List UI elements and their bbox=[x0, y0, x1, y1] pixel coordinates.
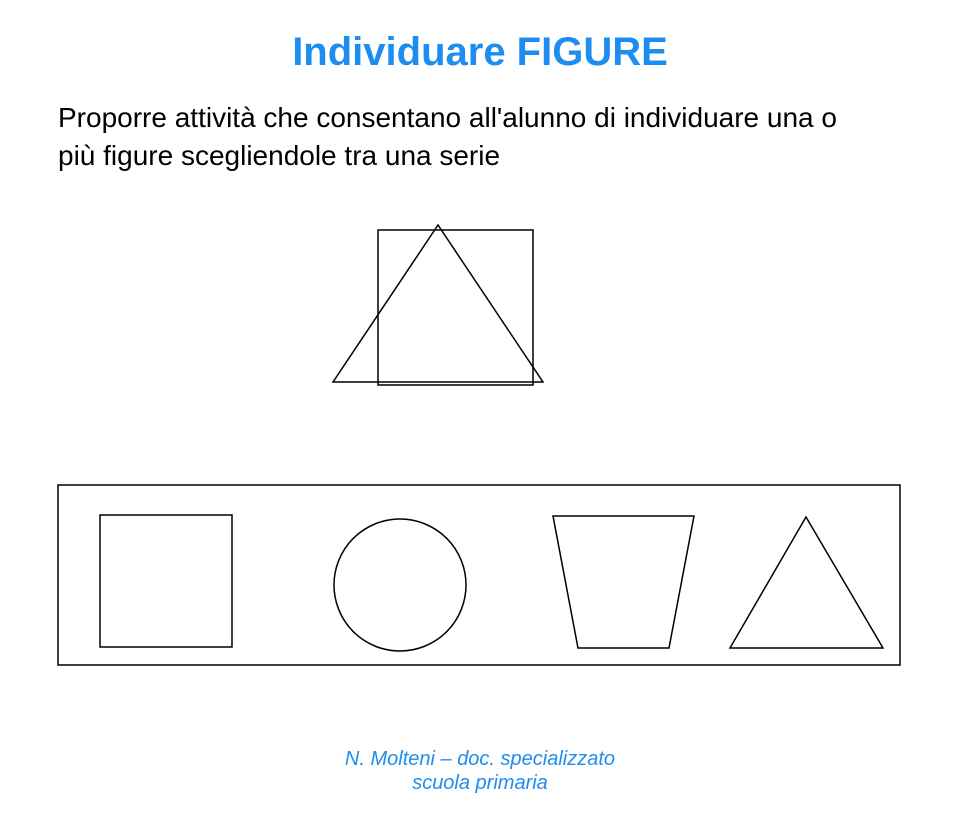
example-square bbox=[378, 230, 533, 385]
series-trapezoid bbox=[553, 516, 694, 648]
example-triangle bbox=[333, 225, 543, 382]
series-triangle bbox=[730, 517, 883, 648]
series-circle bbox=[334, 519, 466, 651]
figures-svg bbox=[0, 0, 960, 813]
series-box bbox=[58, 485, 900, 665]
series-square bbox=[100, 515, 232, 647]
footer-line-1: N. Molteni – doc. specializzato bbox=[0, 748, 960, 771]
footer-line-2: scuola primaria bbox=[0, 772, 960, 795]
